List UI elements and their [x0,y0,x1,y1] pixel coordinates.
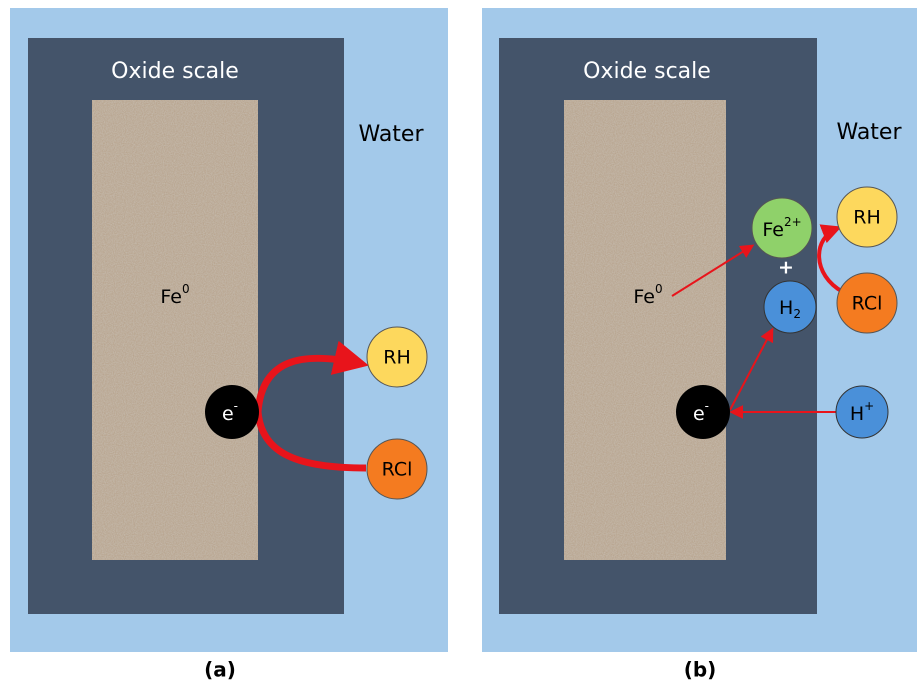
plus: + [778,257,794,279]
caption: (a) [204,658,236,682]
base: Fe [633,286,655,308]
product-label: RH [383,347,411,369]
region-label: Oxide scale [583,59,711,84]
base: H [779,297,793,319]
sup: + [864,399,874,413]
region-label: Oxide scale [111,59,239,84]
sup: - [234,399,238,413]
medium-label: Water [358,122,424,147]
base: H [850,403,864,425]
product-label: RH [853,207,881,229]
base: e [693,403,705,425]
iron-texture [564,100,726,560]
base: Fe [762,219,784,241]
reactant-label: RCl [852,293,883,315]
sub: 2 [793,307,801,321]
sup: 2+ [784,215,802,229]
caption: (b) [684,658,717,682]
panel-a: Oxide scale Water Fe0 e- RH RCl (a) [10,8,448,682]
iron-texture [92,100,258,560]
reactant-label: RCl [382,459,413,481]
sup: 0 [182,282,190,296]
medium-label: Water [836,120,902,145]
panel-b: Oxide scale Water Fe0 e- Fe2+ + H2 RH RC… [482,8,917,682]
base: Fe [160,286,182,308]
sup: - [705,399,709,413]
sup: 0 [655,282,663,296]
diagram: Oxide scale Water Fe0 e- RH RCl (a) Oxid… [0,0,917,686]
base: e [222,403,234,425]
